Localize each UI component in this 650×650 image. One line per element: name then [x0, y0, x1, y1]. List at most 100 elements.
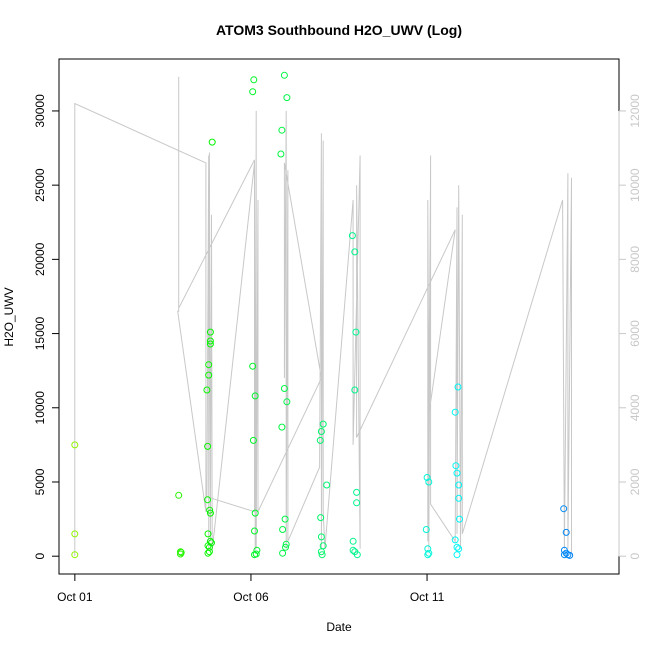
data-point — [249, 88, 257, 96]
data-point — [349, 546, 357, 554]
data-point — [562, 528, 570, 536]
data-point — [279, 526, 287, 533]
data-point — [281, 515, 289, 523]
y-tick-label: 25000 — [33, 168, 47, 202]
chart-title: ATOM3 Southbound H2O_UWV (Log) — [216, 22, 462, 38]
data-point — [351, 386, 359, 394]
data-point — [208, 138, 216, 146]
data-point — [316, 436, 324, 444]
data-point — [319, 420, 327, 428]
data-point — [352, 328, 360, 336]
x-tick-label: Oct 01 — [57, 590, 93, 604]
data-point — [175, 491, 183, 499]
data-point — [253, 546, 261, 554]
data-point — [277, 150, 285, 158]
data-point — [422, 526, 430, 533]
y-axis: 0 5000 10000 15000 20000 25000 30000 — [33, 94, 60, 560]
y-axis-right: 0 2000 4000 6000 8000 10000 12000 — [618, 94, 642, 560]
x-axis: Oct 01 Oct 06 Oct 11 — [57, 573, 445, 604]
data-point — [451, 536, 459, 544]
y-axis-label: H2O_UWV — [2, 287, 16, 346]
data-point — [71, 530, 79, 538]
data-point — [252, 550, 260, 558]
data-point — [283, 398, 291, 406]
data-point — [204, 530, 212, 538]
data-point — [206, 340, 214, 348]
data-point — [353, 488, 361, 496]
y-tick-label: 10000 — [33, 391, 47, 425]
y-tick-label: 20000 — [33, 242, 47, 276]
data-point — [203, 386, 211, 394]
data-point — [318, 551, 326, 559]
data-point — [453, 543, 461, 551]
data-point — [251, 509, 259, 517]
data-point — [423, 474, 431, 481]
data-point — [177, 548, 184, 556]
data-point — [317, 533, 325, 541]
data-point — [456, 515, 463, 523]
data-point — [348, 232, 356, 240]
data-point — [278, 126, 286, 134]
data-point — [560, 505, 568, 513]
data-point — [208, 539, 215, 547]
data-point — [454, 383, 462, 391]
right-tick-label: 10000 — [628, 168, 642, 202]
data-point — [560, 551, 568, 559]
data-point — [279, 549, 287, 557]
data-point — [562, 549, 570, 557]
data-point — [205, 548, 213, 556]
data-point — [452, 462, 460, 470]
data-point — [280, 71, 288, 79]
y-tick-label: 5000 — [33, 468, 47, 495]
data-point — [71, 441, 79, 449]
x-axis-label: Date — [326, 620, 352, 634]
data-point — [250, 76, 258, 84]
data-point — [453, 551, 461, 559]
x-tick-label: Oct 11 — [410, 590, 445, 604]
right-tick-label: 8000 — [628, 246, 642, 273]
data-point — [206, 328, 214, 336]
data-point — [71, 551, 79, 559]
y-tick-label: 15000 — [33, 317, 47, 351]
data-point — [317, 428, 325, 435]
data-point — [282, 540, 290, 548]
data-point — [351, 248, 359, 256]
data-point — [280, 385, 288, 392]
data-point — [566, 551, 574, 559]
data-point — [283, 94, 291, 102]
data-point — [349, 537, 357, 545]
data-point — [319, 542, 327, 550]
data-point — [455, 494, 463, 502]
data-point — [204, 496, 212, 504]
data-point — [323, 481, 331, 489]
y-tick-label: 30000 — [33, 94, 47, 128]
data-point — [204, 442, 212, 450]
data-point — [251, 392, 259, 400]
data-point — [278, 423, 286, 431]
data-point — [206, 337, 214, 345]
right-tick-label: 12000 — [628, 94, 642, 128]
data-point — [317, 514, 325, 522]
y-tick-label: 0 — [33, 553, 47, 560]
data-point — [353, 551, 361, 559]
data-point — [353, 499, 361, 507]
data-point — [177, 549, 185, 556]
data-point — [425, 478, 433, 486]
series-line — [74, 76, 572, 557]
right-tick-label: 2000 — [628, 468, 642, 495]
data-point — [206, 509, 214, 517]
data-point — [249, 436, 257, 444]
data-point — [455, 545, 463, 553]
data-point — [205, 361, 213, 369]
right-tick-label: 0 — [628, 553, 642, 560]
data-point — [451, 408, 459, 416]
data-point — [282, 543, 289, 551]
data-point — [455, 481, 463, 489]
data-point — [453, 469, 461, 477]
series-points — [71, 71, 574, 559]
series-lines — [74, 76, 572, 557]
right-tick-label: 4000 — [628, 394, 642, 421]
plot-area-border — [58, 58, 620, 575]
data-point — [251, 527, 258, 535]
